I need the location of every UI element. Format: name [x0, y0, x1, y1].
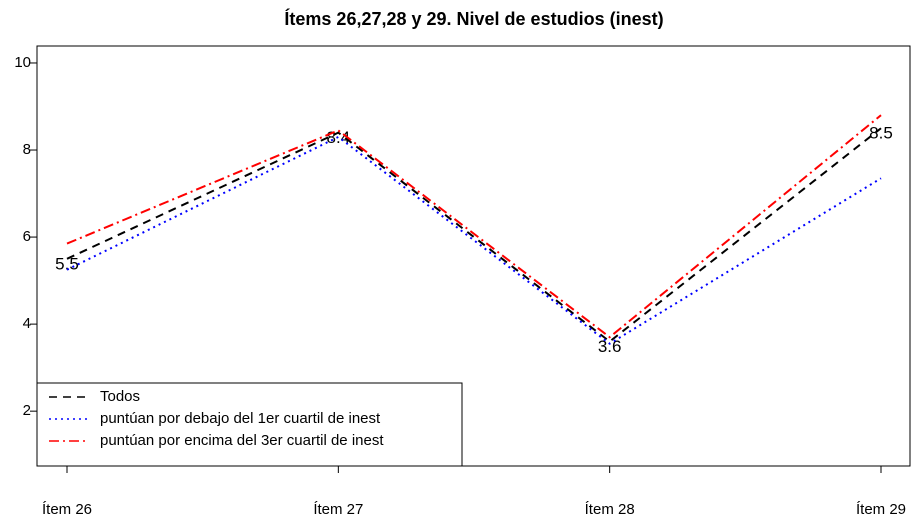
data-label: 3.6 [598, 337, 622, 356]
data-label: 8.5 [869, 124, 893, 143]
legend-label: Todos [100, 388, 140, 405]
y-tick-label: 8 [23, 141, 31, 158]
y-tick-label: 2 [23, 402, 31, 419]
y-tick-label: 6 [23, 228, 31, 245]
chart-title: Ítems 26,27,28 y 29. Nivel de estudios (… [284, 8, 663, 29]
y-tick-label: 10 [14, 54, 31, 71]
x-tick-label: Ítem 26 [42, 501, 92, 518]
series-line [66, 127, 882, 343]
x-tick-label: Ítem 28 [585, 501, 635, 518]
legend-box [36, 382, 463, 467]
data-label: 5.5 [55, 254, 79, 273]
plot-box [36, 45, 911, 467]
series-line [66, 135, 882, 345]
y-tick-label: 4 [23, 315, 31, 332]
x-tick-label: Ítem 29 [856, 501, 906, 518]
legend-label: puntúan por encima del 3er cuartil de in… [100, 432, 384, 449]
legend-label: puntúan por debajo del 1er cuartil de in… [100, 410, 381, 427]
series-line [66, 114, 882, 339]
x-tick-label: Ítem 27 [313, 501, 363, 518]
